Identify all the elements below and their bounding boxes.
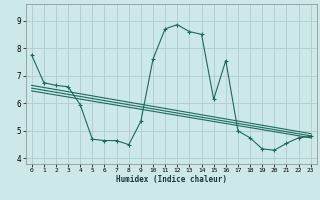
X-axis label: Humidex (Indice chaleur): Humidex (Indice chaleur) xyxy=(116,175,227,184)
